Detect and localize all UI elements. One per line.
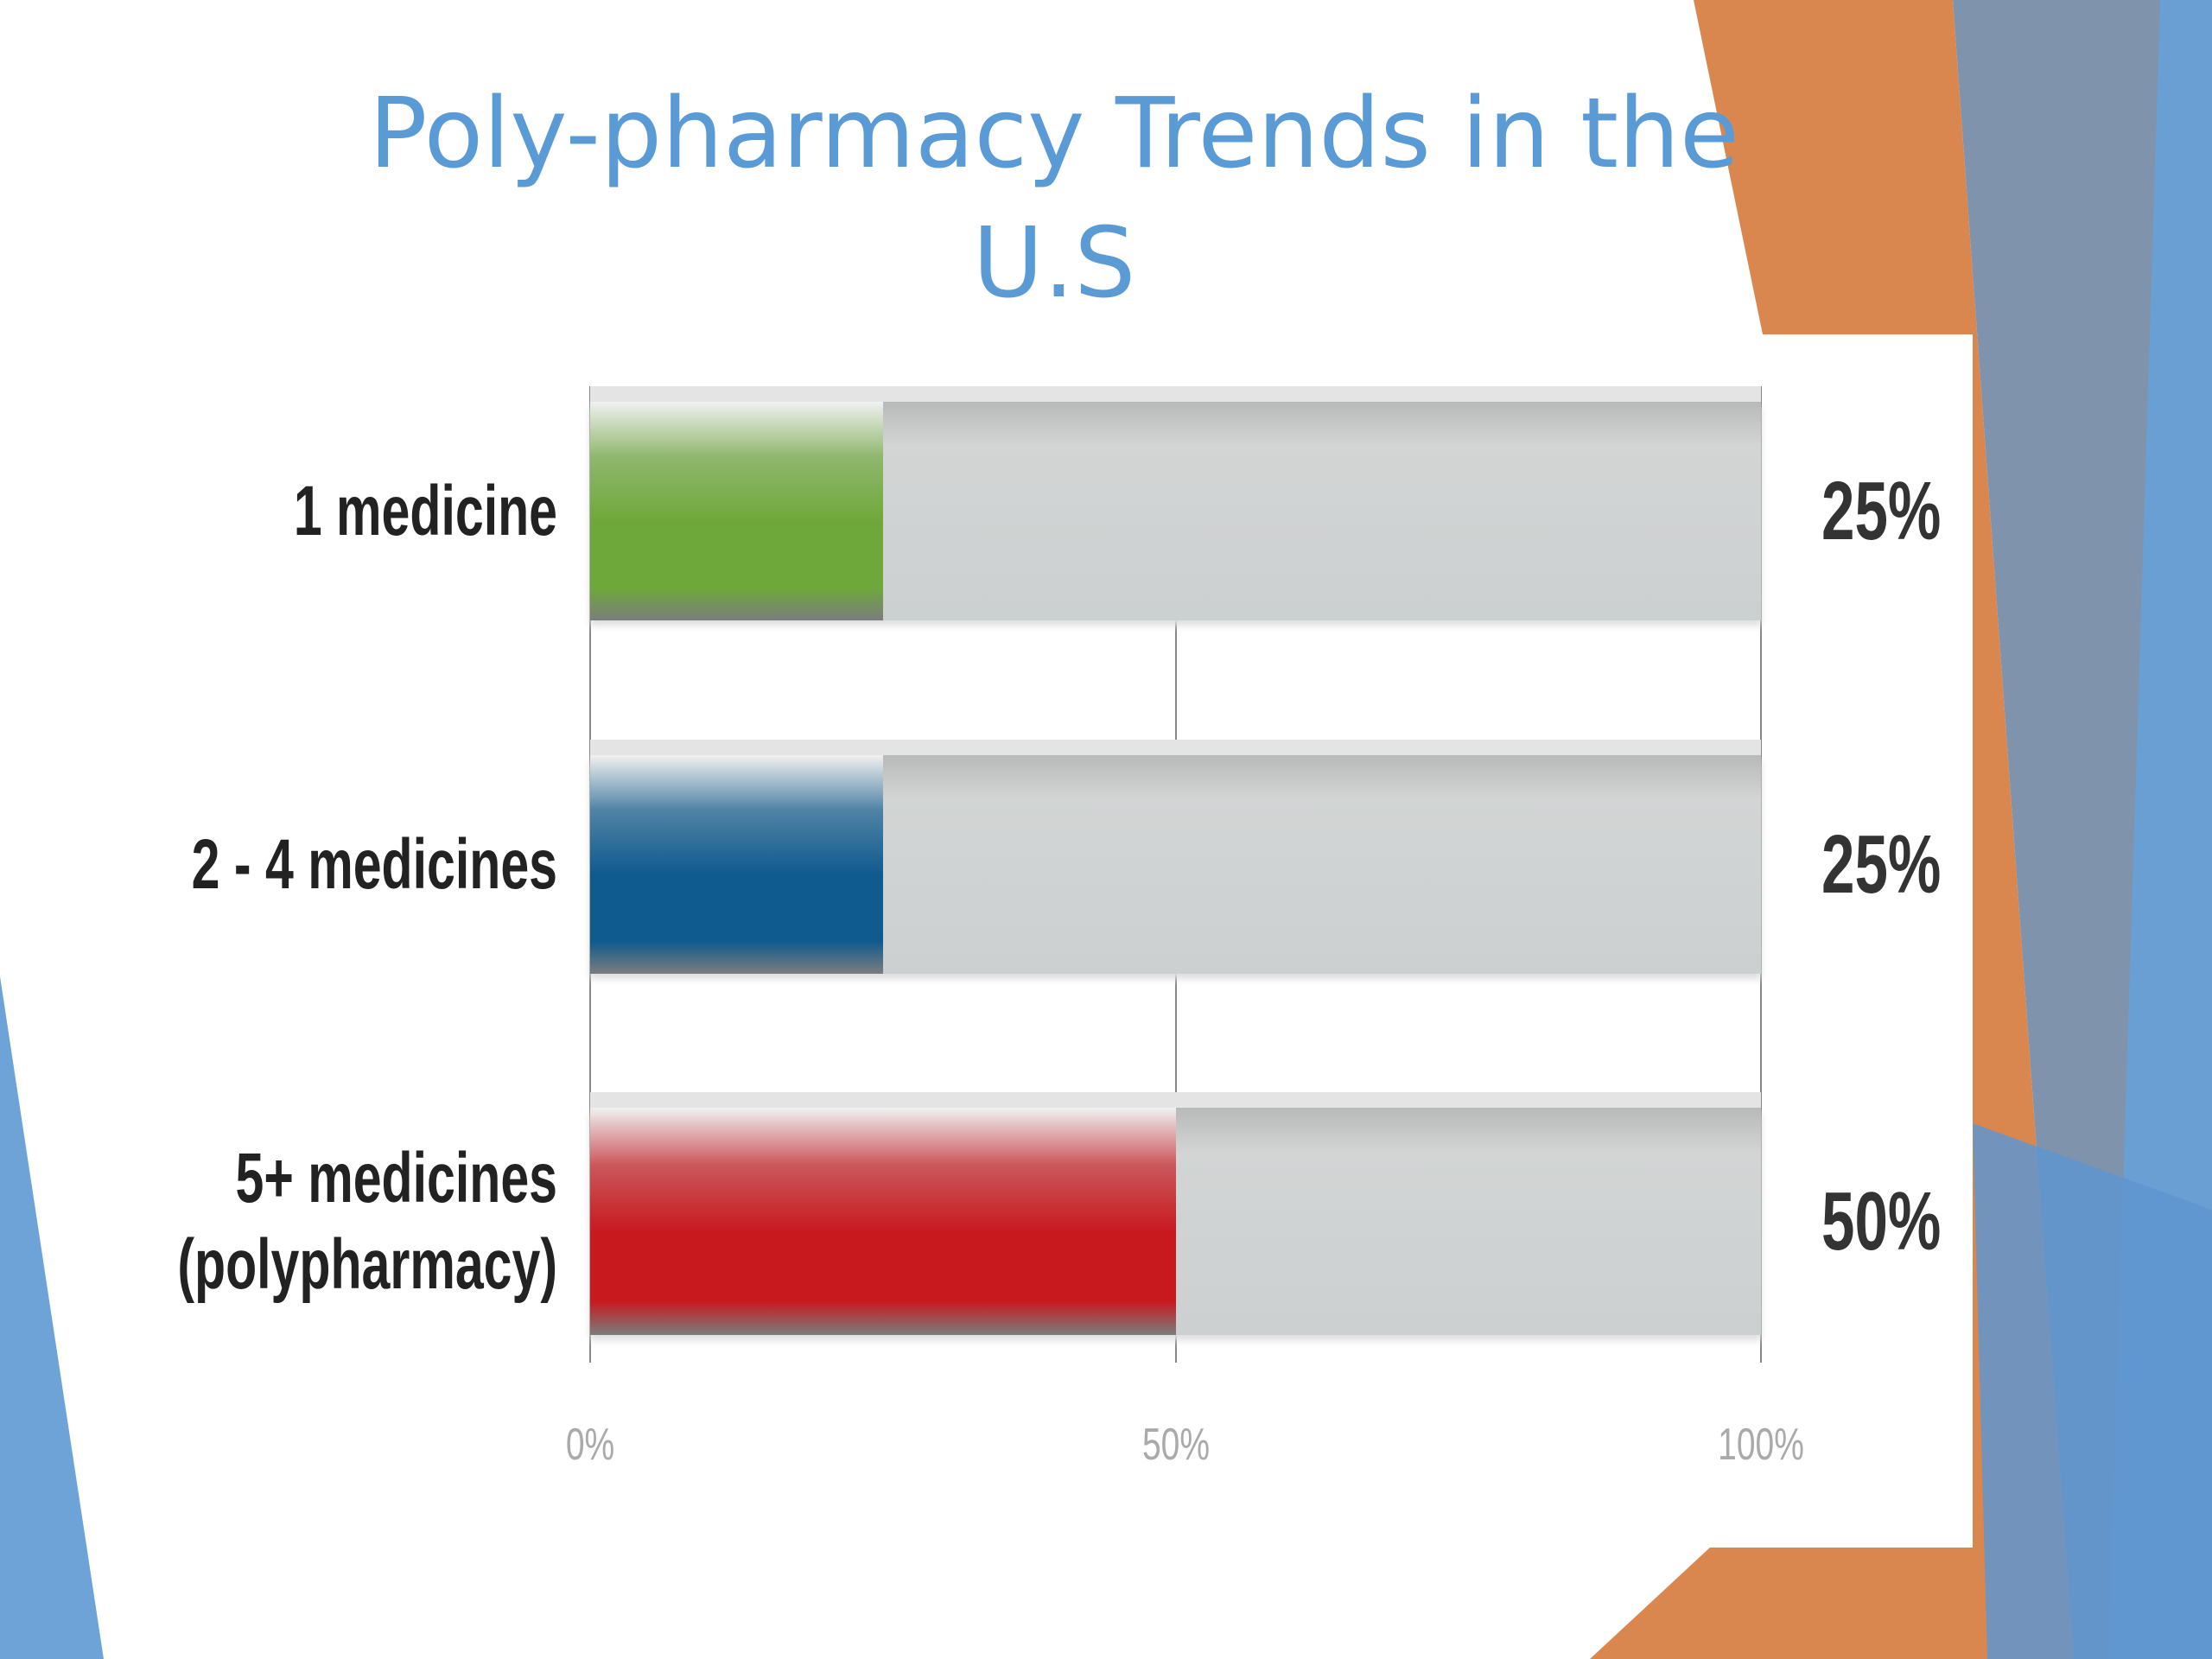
x-tick-label: 0% [565,1420,615,1470]
chart: 1 medicine 25% 2 - 4 medicines 25% 5+ medici… [177,334,1973,1548]
bar [590,1108,1176,1335]
value-label: 25% [1821,464,1942,557]
grid-line [1760,386,1762,1363]
category-label-text: 1 medicine [293,471,557,550]
bar [590,755,883,974]
value-label: 25% [1821,817,1942,911]
decor-blue-low [1973,1123,2212,1659]
category-label-text: 5+ medicines (polypharmacy) [177,1138,558,1304]
category-label: 5+ medicines (polypharmacy) [0,1108,557,1335]
slide-title: Poly-pharmacy Trends in the U.S [369,78,1739,320]
bar [590,402,883,620]
x-tick-label: 50% [1141,1420,1210,1470]
decor-left [0,976,104,1659]
x-tick-label: 100% [1718,1420,1804,1470]
category-label-text: 2 - 4 medicines [191,824,557,904]
value-label: 50% [1821,1174,1942,1268]
category-label: 1 medicine [0,402,557,620]
category-label: 2 - 4 medicines [0,755,557,974]
